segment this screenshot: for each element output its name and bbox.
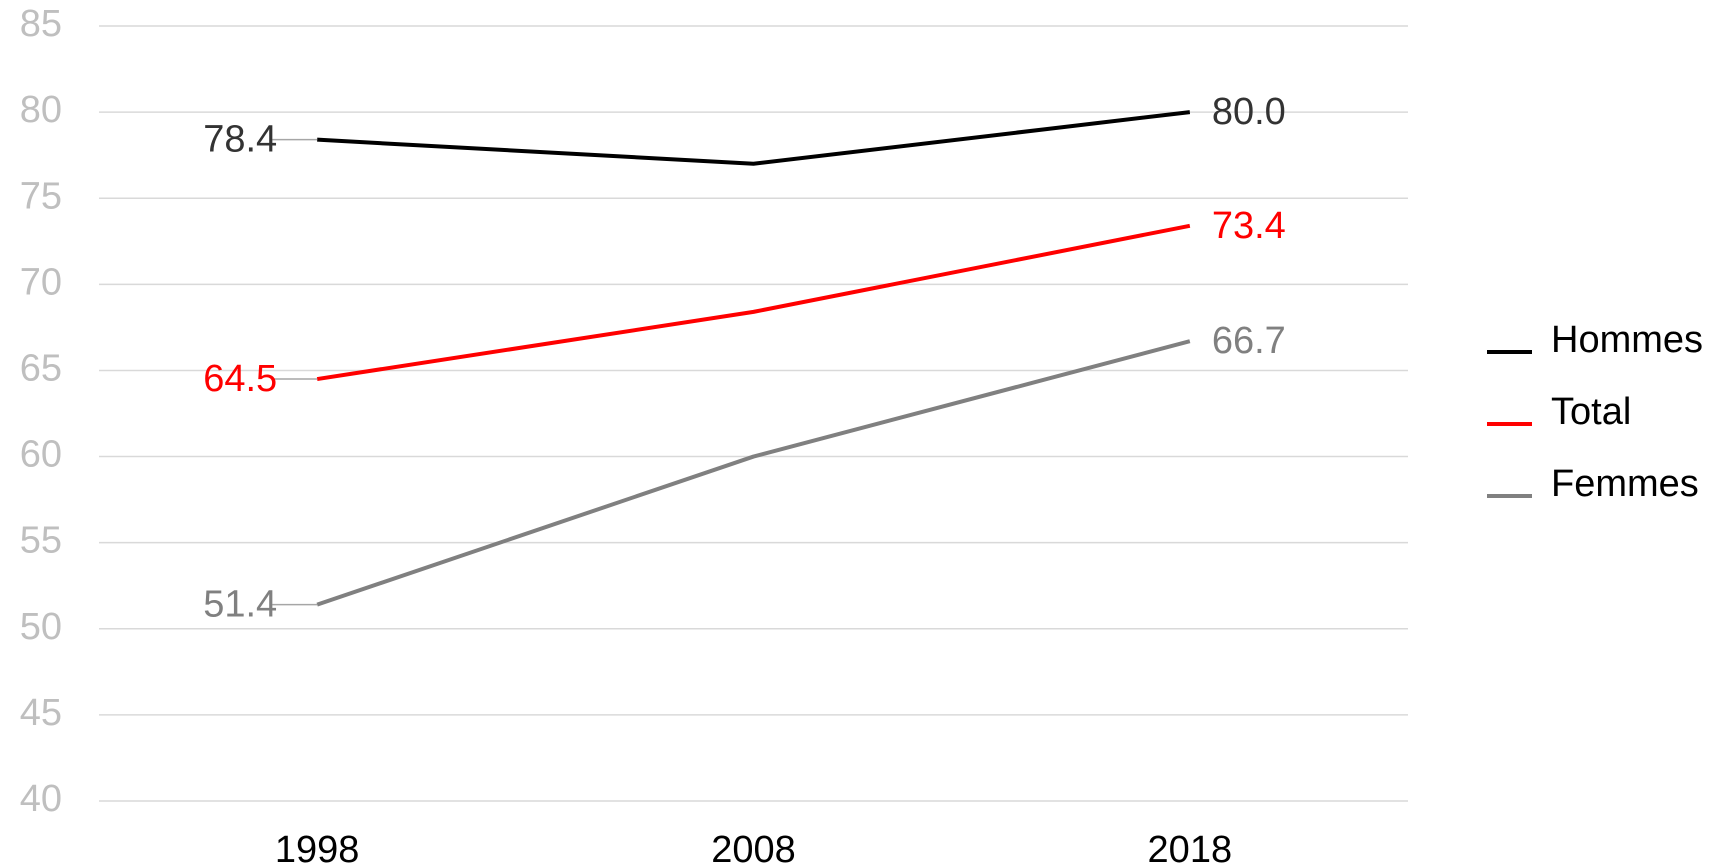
series-line: [317, 110, 1191, 166]
y-tick-label: 50: [20, 606, 62, 648]
data-label: 78.4: [203, 119, 277, 161]
legend-label: Total: [1551, 391, 1631, 433]
y-tick-label: 80: [20, 89, 62, 131]
data-label: 73.4: [1212, 205, 1286, 247]
y-tick-label: 55: [20, 520, 62, 562]
x-tick-label: 1998: [275, 829, 360, 866]
series-line: [316, 339, 1191, 607]
legend-label: Femmes: [1551, 463, 1699, 505]
y-tick-label: 60: [20, 434, 62, 476]
y-tick-label: 85: [20, 3, 62, 45]
data-label: 66.7: [1212, 320, 1286, 362]
y-tick-label: 45: [20, 692, 62, 734]
series-line: [316, 223, 1191, 382]
y-tick-label: 65: [20, 347, 62, 389]
data-label: 64.5: [203, 358, 277, 400]
legend-label: Hommes: [1551, 319, 1703, 361]
x-tick-label: 2018: [1148, 829, 1233, 866]
data-label: 80.0: [1212, 91, 1286, 133]
y-tick-label: 75: [20, 175, 62, 217]
data-label: 51.4: [203, 584, 277, 626]
x-tick-label: 2008: [711, 829, 796, 866]
y-tick-label: 40: [20, 778, 62, 820]
y-tick-label: 70: [20, 261, 62, 303]
